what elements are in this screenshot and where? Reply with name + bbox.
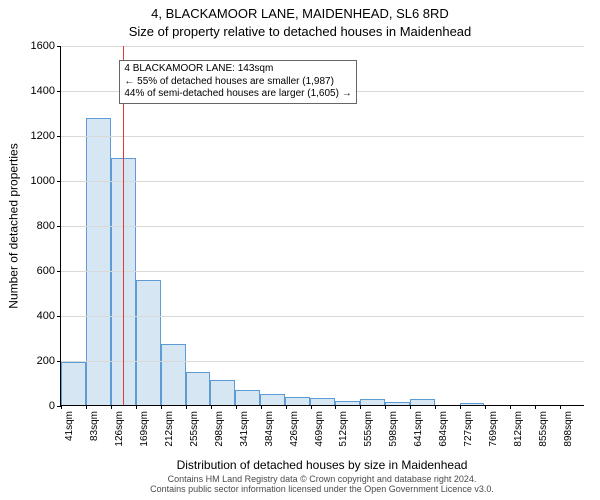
x-ticks: 41sqm 83sqm 126sqm 169sqm 212sqm 255sqm 298sqm… <box>61 405 584 465</box>
x-tick-label: 426sqm <box>289 411 300 447</box>
x-tick-label: 727sqm <box>463 411 474 447</box>
x-tick-mark <box>161 405 162 409</box>
y-tick-label: 1200 <box>31 130 61 142</box>
annotation-box: 4 BLACKAMOOR LANE: 143sqm← 55% of detach… <box>119 60 356 104</box>
x-tick-label: 641sqm <box>413 411 424 447</box>
x-tick-label: 169sqm <box>139 411 150 447</box>
histogram-bar <box>285 397 310 405</box>
y-tick-label: 800 <box>37 220 61 232</box>
y-tick-label: 0 <box>49 400 61 412</box>
y-tick-label: 1600 <box>31 40 61 52</box>
x-tick-label: 769sqm <box>488 411 499 447</box>
x-tick-mark <box>311 405 312 409</box>
x-tick-mark <box>460 405 461 409</box>
x-axis-label: Distribution of detached houses by size … <box>60 458 584 472</box>
y-tick-label: 200 <box>37 355 61 367</box>
gridline <box>61 181 584 182</box>
x-tick-mark <box>286 405 287 409</box>
x-tick-label: 512sqm <box>338 411 349 447</box>
x-tick-label: 469sqm <box>314 411 325 447</box>
y-tick-label: 1400 <box>31 85 61 97</box>
gridline <box>61 46 584 47</box>
x-tick-mark <box>186 405 187 409</box>
gridline <box>61 226 584 227</box>
x-tick-label: 255sqm <box>189 411 200 447</box>
x-tick-mark <box>385 405 386 409</box>
x-tick-mark <box>485 405 486 409</box>
subtitle: Size of property relative to detached ho… <box>0 24 600 39</box>
histogram-bar <box>310 398 335 405</box>
x-tick-label: 126sqm <box>114 411 125 447</box>
x-tick-mark <box>61 405 62 409</box>
x-tick-label: 212sqm <box>164 411 175 447</box>
annotation-line2: ← 55% of detached houses are smaller (1,… <box>124 76 351 89</box>
x-tick-mark <box>560 405 561 409</box>
x-tick-label: 384sqm <box>264 411 275 447</box>
x-tick-label: 598sqm <box>388 411 399 447</box>
gridline <box>61 136 584 137</box>
histogram-bar <box>136 280 161 405</box>
x-tick-label: 298sqm <box>214 411 225 447</box>
annotation-line3: 44% of semi-detached houses are larger (… <box>124 88 351 101</box>
x-tick-mark <box>510 405 511 409</box>
x-tick-mark <box>535 405 536 409</box>
x-tick-label: 898sqm <box>563 411 574 447</box>
histogram-bar <box>61 362 86 405</box>
x-tick-mark <box>360 405 361 409</box>
x-tick-mark <box>136 405 137 409</box>
annotation-line1: 4 BLACKAMOOR LANE: 143sqm <box>124 63 351 76</box>
x-tick-label: 41sqm <box>64 411 75 441</box>
x-tick-label: 83sqm <box>89 411 100 441</box>
attribution: Contains HM Land Registry data © Crown c… <box>60 474 584 494</box>
x-tick-mark <box>435 405 436 409</box>
attribution-line1: Contains HM Land Registry data © Crown c… <box>60 474 584 484</box>
chart-root: 4, BLACKAMOOR LANE, MAIDENHEAD, SL6 8RD … <box>0 0 600 500</box>
y-tick-label: 600 <box>37 265 61 277</box>
x-tick-label: 855sqm <box>538 411 549 447</box>
plot-area: 41sqm83sqm126sqm169sqm212sqm255sqm298sqm… <box>60 46 584 406</box>
title: 4, BLACKAMOOR LANE, MAIDENHEAD, SL6 8RD <box>0 6 600 21</box>
x-tick-mark <box>335 405 336 409</box>
x-tick-mark <box>261 405 262 409</box>
histogram-bar <box>260 394 285 405</box>
gridline <box>61 271 584 272</box>
y-axis-label-wrap: Number of detached properties <box>4 46 24 406</box>
x-tick-label: 555sqm <box>363 411 374 447</box>
gridline <box>61 361 584 362</box>
x-tick-label: 812sqm <box>513 411 524 447</box>
x-tick-mark <box>86 405 87 409</box>
histogram-bar <box>235 390 260 405</box>
histogram-bar <box>210 380 235 405</box>
x-tick-mark <box>236 405 237 409</box>
y-tick-label: 1000 <box>31 175 61 187</box>
gridline <box>61 316 584 317</box>
x-tick-mark <box>111 405 112 409</box>
x-tick-label: 341sqm <box>239 411 250 447</box>
y-axis-label: Number of detached properties <box>7 143 21 308</box>
attribution-line2: Contains public sector information licen… <box>60 484 584 494</box>
histogram-bar <box>161 344 186 405</box>
x-tick-mark <box>410 405 411 409</box>
y-tick-label: 400 <box>37 310 61 322</box>
x-tick-mark <box>211 405 212 409</box>
histogram-bar <box>186 372 211 405</box>
x-tick-label: 684sqm <box>438 411 449 447</box>
